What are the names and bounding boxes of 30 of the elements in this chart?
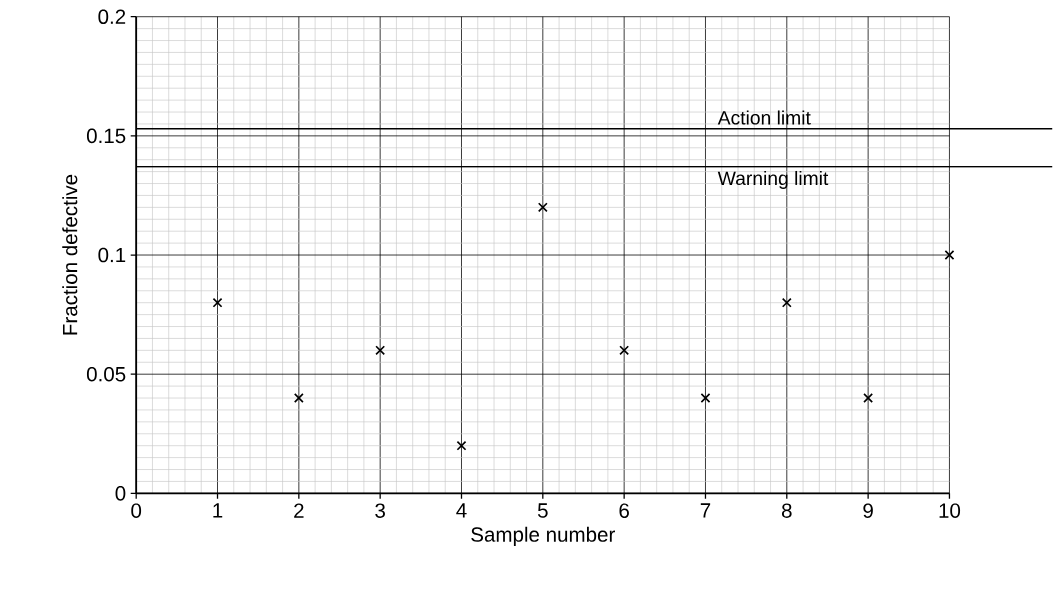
x-tick-label: 7	[700, 503, 711, 518]
point	[293, 392, 304, 403]
ref-line-label: Warning limit	[717, 170, 829, 189]
x-tick-label: 10	[939, 503, 961, 518]
ref-line-label: Action limit	[717, 110, 811, 125]
y-tick-label: 0.15	[86, 128, 126, 144]
point	[781, 297, 792, 308]
x-tick-label: 3	[375, 503, 385, 518]
x-tick-label: 2	[294, 503, 304, 518]
point	[537, 202, 548, 213]
x-axis-title: Sample number	[471, 526, 615, 546]
y-tick-label: 0	[115, 485, 126, 501]
point	[212, 297, 223, 308]
point	[944, 249, 955, 260]
x-tick-label: 1	[213, 503, 223, 518]
x-tick-label: 8	[781, 503, 792, 518]
x-tick-label: 5	[537, 503, 548, 518]
point	[863, 392, 874, 403]
point	[700, 392, 711, 403]
y-tick-label: 0.1	[98, 247, 126, 263]
x-tick-label: 0	[131, 503, 142, 518]
x-tick-label: 4	[456, 503, 467, 518]
y-axis-title: Fraction defective	[62, 174, 78, 335]
y-tick-label: 0.2	[98, 9, 126, 24]
x-tick-label: 9	[863, 503, 873, 518]
x-tick-label: 6	[619, 503, 629, 518]
point	[456, 440, 467, 451]
y-tick-label: 0.05	[86, 366, 126, 382]
point	[619, 345, 630, 356]
point	[375, 345, 386, 356]
